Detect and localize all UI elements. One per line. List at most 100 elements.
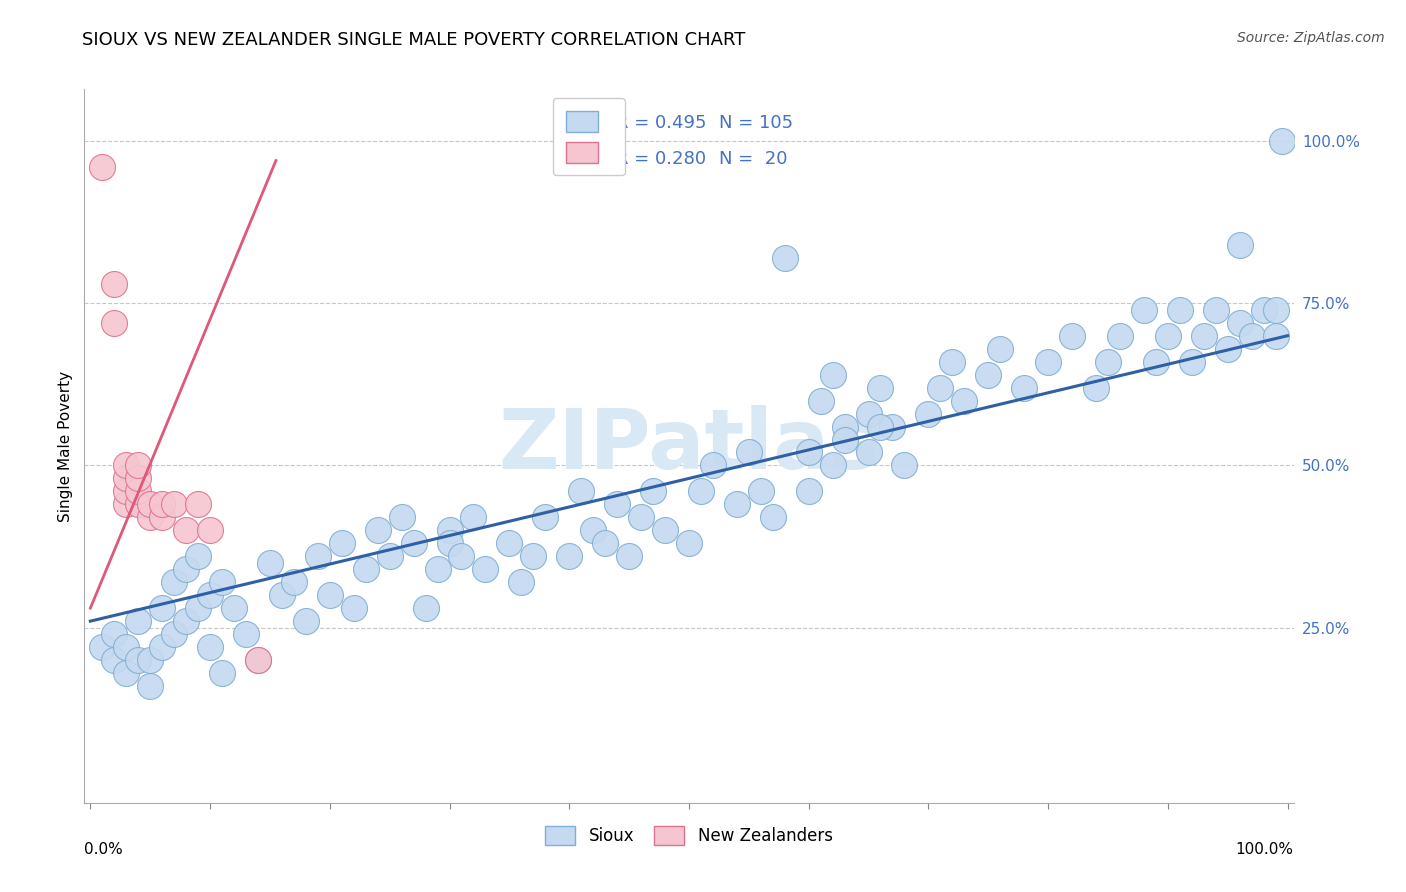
Point: [246, 653, 269, 667]
Point: [1109, 328, 1132, 343]
Text: ZIPatlas: ZIPatlas: [499, 406, 879, 486]
Point: [630, 510, 652, 524]
Point: [222, 601, 245, 615]
Point: [1036, 354, 1059, 368]
Point: [415, 601, 437, 615]
Point: [1060, 328, 1083, 343]
Point: [1264, 302, 1286, 317]
Point: [1229, 316, 1251, 330]
Point: [115, 666, 138, 681]
Point: [988, 342, 1011, 356]
Point: [725, 497, 748, 511]
Point: [1168, 302, 1191, 317]
Y-axis label: Single Male Poverty: Single Male Poverty: [58, 370, 73, 522]
Text: N =  20: N = 20: [720, 150, 787, 168]
Point: [246, 653, 269, 667]
Point: [211, 666, 233, 681]
Point: [330, 536, 353, 550]
Point: [211, 575, 233, 590]
Point: [869, 381, 891, 395]
Point: [295, 614, 318, 628]
Point: [641, 484, 664, 499]
Point: [1097, 354, 1119, 368]
Point: [115, 484, 138, 499]
Point: [797, 484, 820, 499]
Point: [367, 524, 389, 538]
Point: [307, 549, 329, 564]
Point: [702, 458, 724, 473]
Point: [187, 549, 209, 564]
Point: [198, 524, 221, 538]
Point: [893, 458, 915, 473]
Text: Source: ZipAtlas.com: Source: ZipAtlas.com: [1237, 31, 1385, 45]
Text: R = 0.495: R = 0.495: [616, 114, 707, 132]
Point: [174, 562, 197, 576]
Point: [115, 471, 138, 485]
Point: [558, 549, 581, 564]
Text: SIOUX VS NEW ZEALANDER SINGLE MALE POVERTY CORRELATION CHART: SIOUX VS NEW ZEALANDER SINGLE MALE POVER…: [82, 31, 745, 49]
Point: [127, 614, 149, 628]
Point: [139, 497, 162, 511]
Point: [402, 536, 425, 550]
Point: [127, 497, 149, 511]
Point: [1270, 134, 1292, 148]
Point: [582, 524, 605, 538]
Point: [1264, 328, 1286, 343]
Point: [858, 445, 880, 459]
Point: [103, 653, 125, 667]
Text: N = 105: N = 105: [720, 114, 793, 132]
Point: [91, 160, 114, 174]
Point: [869, 419, 891, 434]
Point: [163, 575, 186, 590]
Point: [127, 653, 149, 667]
Point: [127, 458, 149, 473]
Point: [882, 419, 904, 434]
Point: [1012, 381, 1035, 395]
Point: [103, 277, 125, 291]
Point: [163, 627, 186, 641]
Point: [259, 556, 281, 570]
Point: [235, 627, 257, 641]
Point: [115, 497, 138, 511]
Point: [115, 640, 138, 654]
Point: [283, 575, 305, 590]
Point: [522, 549, 544, 564]
Point: [834, 433, 856, 447]
Point: [343, 601, 366, 615]
Point: [617, 549, 640, 564]
Point: [797, 445, 820, 459]
Point: [593, 536, 616, 550]
Point: [678, 536, 700, 550]
Point: [198, 588, 221, 602]
Point: [174, 614, 197, 628]
Point: [139, 510, 162, 524]
Point: [150, 601, 173, 615]
Point: [821, 368, 844, 382]
Point: [1240, 328, 1263, 343]
Point: [139, 679, 162, 693]
Point: [319, 588, 342, 602]
Point: [773, 251, 796, 265]
Point: [127, 471, 149, 485]
Point: [834, 419, 856, 434]
Point: [1157, 328, 1180, 343]
Point: [738, 445, 761, 459]
Point: [391, 510, 413, 524]
Point: [439, 536, 461, 550]
Point: [1085, 381, 1108, 395]
Point: [174, 524, 197, 538]
Point: [91, 640, 114, 654]
Point: [354, 562, 377, 576]
Point: [1133, 302, 1156, 317]
Point: [103, 627, 125, 641]
Point: [1181, 354, 1204, 368]
Point: [150, 640, 173, 654]
Point: [150, 497, 173, 511]
Point: [474, 562, 496, 576]
Point: [690, 484, 713, 499]
Point: [858, 407, 880, 421]
Legend: Sioux, New Zealanders: Sioux, New Zealanders: [538, 819, 839, 852]
Point: [198, 640, 221, 654]
Point: [762, 510, 785, 524]
Point: [510, 575, 533, 590]
